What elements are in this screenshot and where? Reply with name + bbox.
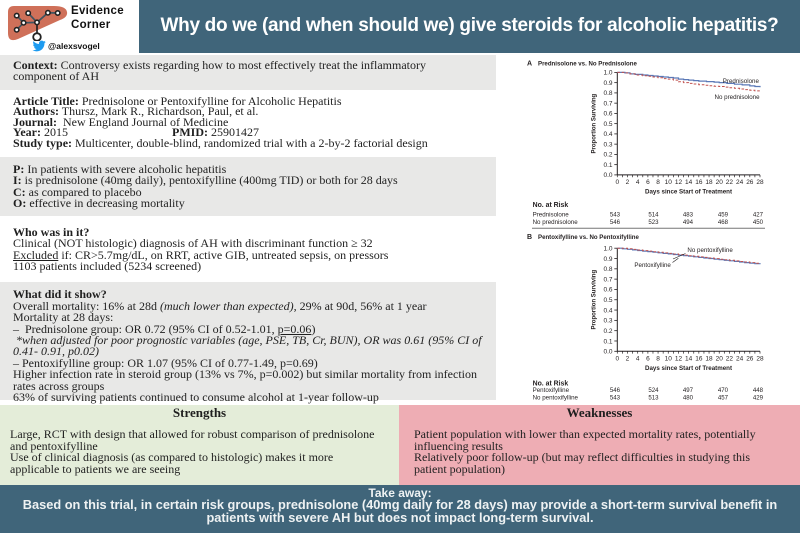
svg-text:18: 18	[705, 356, 713, 363]
svg-text:546: 546	[610, 387, 621, 394]
svg-text:523: 523	[648, 219, 659, 226]
svg-text:4: 4	[636, 179, 640, 186]
svg-text:Prednisolone: Prednisolone	[723, 78, 760, 85]
svg-text:0.9: 0.9	[603, 256, 612, 263]
svg-text:Pentoxifylline vs. No Pentoxif: Pentoxifylline vs. No Pentoxifylline	[538, 234, 640, 241]
svg-text:480: 480	[683, 394, 694, 401]
svg-text:Days since Start of Treatment: Days since Start of Treatment	[645, 189, 732, 196]
svg-text:16: 16	[695, 179, 703, 186]
svg-text:28: 28	[756, 356, 764, 363]
svg-text:4: 4	[636, 356, 640, 363]
svg-text:0.3: 0.3	[603, 141, 612, 148]
svg-text:0.5: 0.5	[603, 297, 612, 304]
svg-text:8: 8	[656, 356, 660, 363]
svg-text:No prednisolone: No prednisolone	[533, 219, 579, 226]
svg-text:1.0: 1.0	[603, 70, 612, 77]
svg-text:0.2: 0.2	[603, 152, 612, 159]
svg-text:0.7: 0.7	[603, 100, 612, 107]
svg-text:0.6: 0.6	[603, 111, 612, 118]
svg-text:0.0: 0.0	[603, 349, 612, 356]
svg-text:20: 20	[716, 356, 724, 363]
svg-text:459: 459	[718, 212, 729, 219]
svg-text:B: B	[527, 234, 532, 241]
svg-text:22: 22	[726, 356, 734, 363]
svg-text:6: 6	[646, 179, 650, 186]
svg-text:12: 12	[675, 356, 683, 363]
svg-text:450: 450	[753, 219, 764, 226]
svg-text:A: A	[527, 61, 532, 68]
svg-text:No. at Risk: No. at Risk	[533, 202, 569, 209]
svg-text:0.1: 0.1	[603, 338, 612, 345]
svg-text:14: 14	[685, 356, 693, 363]
svg-text:514: 514	[648, 212, 659, 219]
svg-text:1.0: 1.0	[603, 246, 612, 253]
svg-text:8: 8	[656, 179, 660, 186]
svg-text:14: 14	[685, 179, 693, 186]
svg-text:No. at Risk: No. at Risk	[533, 381, 569, 388]
svg-text:Pentoxifylline: Pentoxifylline	[533, 387, 570, 394]
svg-text:468: 468	[718, 219, 729, 226]
svg-text:24: 24	[736, 356, 744, 363]
svg-text:No pentoxifylline: No pentoxifylline	[687, 247, 733, 254]
svg-text:0.3: 0.3	[603, 318, 612, 325]
svg-text:2: 2	[626, 179, 630, 186]
svg-text:24: 24	[736, 179, 744, 186]
svg-text:No prednisolone: No prednisolone	[715, 94, 761, 101]
svg-text:0: 0	[615, 179, 619, 186]
svg-text:524: 524	[648, 387, 659, 394]
svg-text:Proportion Surviving: Proportion Surviving	[592, 93, 598, 153]
svg-text:0.1: 0.1	[603, 162, 612, 169]
svg-text:448: 448	[753, 387, 764, 394]
svg-text:26: 26	[746, 179, 754, 186]
svg-text:0.9: 0.9	[603, 80, 612, 87]
svg-text:12: 12	[675, 179, 683, 186]
svg-text:513: 513	[648, 394, 659, 401]
svg-text:0.4: 0.4	[603, 307, 612, 314]
svg-text:10: 10	[665, 179, 673, 186]
svg-text:0.6: 0.6	[603, 287, 612, 294]
svg-text:497: 497	[683, 387, 694, 394]
svg-text:Days since Start of Treatment: Days since Start of Treatment	[645, 365, 732, 372]
svg-text:543: 543	[610, 212, 621, 219]
svg-text:0.8: 0.8	[603, 266, 612, 273]
svg-text:0.7: 0.7	[603, 276, 612, 283]
svg-text:0.0: 0.0	[603, 172, 612, 179]
svg-text:494: 494	[683, 219, 694, 226]
svg-text:427: 427	[753, 212, 764, 219]
svg-text:Proportion Surviving: Proportion Surviving	[592, 270, 598, 330]
svg-text:20: 20	[716, 179, 724, 186]
svg-text:26: 26	[746, 356, 754, 363]
svg-text:470: 470	[718, 387, 729, 394]
svg-text:429: 429	[753, 394, 764, 401]
svg-text:483: 483	[683, 212, 694, 219]
svg-text:Pentoxifylline: Pentoxifylline	[634, 262, 671, 269]
svg-text:Prednisolone vs. No Prednisolo: Prednisolone vs. No Prednisolone	[538, 61, 637, 68]
svg-text:0.2: 0.2	[603, 328, 612, 335]
svg-text:No pentoxifylline: No pentoxifylline	[533, 394, 579, 401]
svg-text:6: 6	[646, 356, 650, 363]
svg-text:10: 10	[665, 356, 673, 363]
svg-text:0.4: 0.4	[603, 131, 612, 138]
svg-text:2: 2	[626, 356, 630, 363]
svg-text:28: 28	[756, 179, 764, 186]
svg-text:457: 457	[718, 394, 729, 401]
svg-text:18: 18	[705, 179, 713, 186]
svg-text:546: 546	[610, 219, 621, 226]
svg-text:0.8: 0.8	[603, 90, 612, 97]
svg-text:16: 16	[695, 356, 703, 363]
svg-text:22: 22	[726, 179, 734, 186]
svg-text:543: 543	[610, 394, 621, 401]
svg-text:Prednisolone: Prednisolone	[533, 212, 570, 219]
svg-text:0.5: 0.5	[603, 121, 612, 128]
svg-text:0: 0	[615, 356, 619, 363]
